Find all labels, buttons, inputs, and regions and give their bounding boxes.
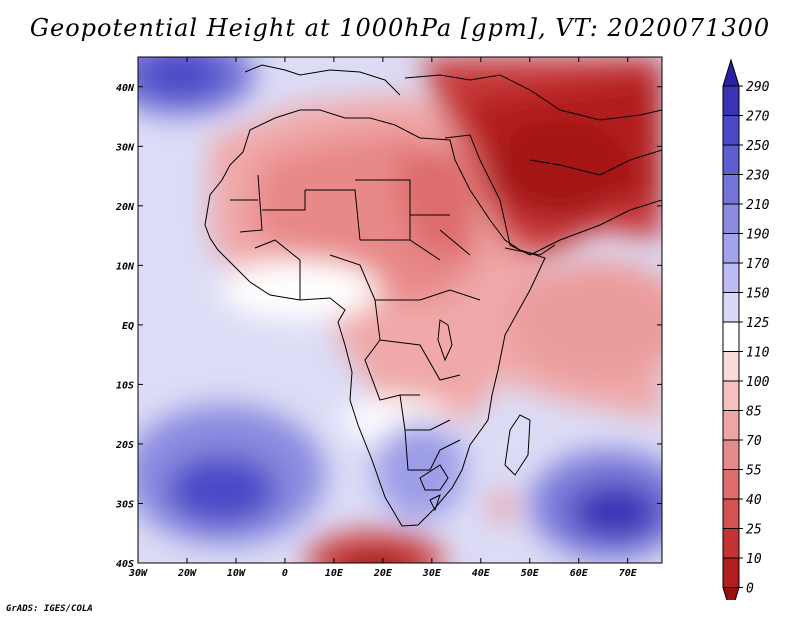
colorbar-label: 250 — [746, 139, 770, 154]
colorbar-label: 170 — [746, 257, 770, 272]
plot-title: Geopotential Height at 1000hPa [gpm], VT… — [29, 14, 771, 42]
colorbar-segment — [722, 203, 740, 234]
colorbar-segment — [722, 351, 740, 382]
colorbar-label: 230 — [746, 169, 770, 184]
lon-tick-label: 0 — [282, 568, 288, 579]
lat-tick-label: 40S — [116, 559, 134, 570]
colorbar-label: 100 — [746, 375, 770, 390]
lat-tick-label: 30S — [115, 499, 134, 510]
colorbar-label: 40 — [746, 493, 762, 508]
lon-tick-label: 60E — [570, 568, 589, 579]
colorbar-segment — [722, 174, 740, 205]
axis-ticks: 30W 20W 10W 0 10E 20E 30E 40E 50E 60E 70E 40S 30S 20S… — [115, 57, 662, 579]
lat-tick-label: 20N — [115, 202, 135, 213]
colorbar-segment — [722, 233, 740, 264]
colorbar-label: 55 — [746, 464, 762, 479]
colorbar-label: 10 — [746, 552, 762, 567]
colorbar-label: 190 — [746, 228, 770, 243]
colorbar-label: 0 — [746, 582, 754, 597]
lat-tick-label: 40N — [116, 83, 135, 94]
lon-tick-label: 30W — [128, 568, 148, 579]
colorbar-label: 110 — [746, 346, 770, 361]
lon-tick-label: 50E — [521, 568, 540, 579]
lon-tick-label: 10W — [227, 568, 246, 579]
lon-tick-label: 40E — [472, 568, 491, 579]
colorbar-segment — [722, 115, 740, 146]
colorbar-label: 210 — [746, 198, 770, 213]
lon-tick-label: 10E — [325, 568, 344, 579]
colorbar-segment — [722, 439, 740, 470]
lon-tick-label: 20W — [177, 568, 197, 579]
lon-tick-label: 70E — [619, 568, 638, 579]
colorbar-label: 70 — [746, 434, 762, 449]
colorbar-bottom-arrow — [722, 587, 740, 600]
colorbar-label: 85 — [746, 405, 762, 420]
colorbar-segment — [722, 410, 740, 441]
lon-tick-label: 30E — [422, 568, 442, 579]
colorbar-segment — [722, 380, 740, 411]
lat-tick-label: EQ — [122, 321, 134, 332]
lat-tick-label: 10S — [116, 380, 134, 391]
colorbar-label: 150 — [746, 287, 770, 302]
colorbar: 2902702502302101901701501251101008570554… — [722, 58, 770, 600]
colorbar-segment — [722, 469, 740, 500]
colorbar-segment — [722, 321, 740, 352]
colorbar-segment — [722, 262, 740, 293]
lat-tick-label: 30N — [115, 142, 135, 153]
colorbar-label: 25 — [746, 523, 762, 538]
colorbar-label: 270 — [746, 110, 770, 125]
lat-tick-label: 20S — [115, 440, 134, 451]
height-field — [138, 57, 662, 563]
credit-text: GrADS: IGES/COLA — [6, 604, 93, 614]
map-frame — [137, 56, 663, 564]
lon-tick-label: 20E — [373, 568, 393, 579]
colorbar-label: 290 — [746, 80, 770, 95]
colorbar-segment — [722, 528, 740, 559]
map-figure: 30W 20W 10W 0 10E 20E 30E 40E 50E 60E 70E 40S 30S 20S… — [115, 56, 770, 600]
colorbar-label: 125 — [746, 316, 770, 331]
colorbar-segment — [722, 498, 740, 529]
colorbar-segment — [722, 557, 740, 588]
colorbar-top-arrow — [722, 58, 740, 87]
coastline — [204, 64, 662, 527]
lat-tick-label: 10N — [116, 261, 135, 272]
colorbar-segment — [722, 144, 740, 175]
colorbar-segment — [722, 292, 740, 323]
colorbar-segment — [722, 85, 740, 116]
